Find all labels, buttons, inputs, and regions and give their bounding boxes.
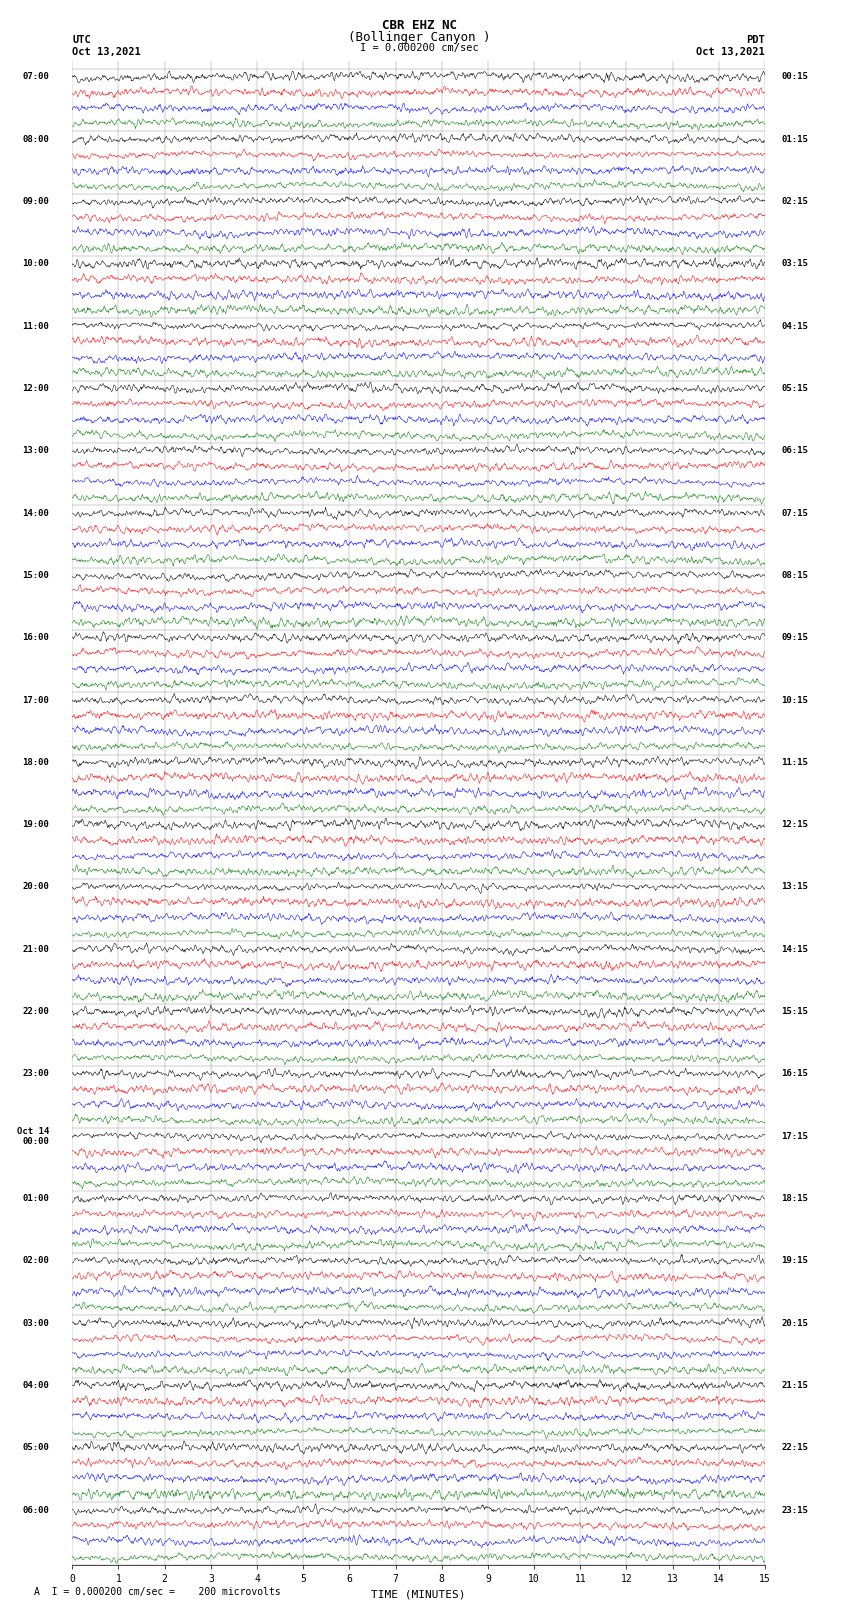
Text: 08:15: 08:15	[781, 571, 808, 581]
Text: 12:15: 12:15	[781, 819, 808, 829]
Text: 08:00: 08:00	[22, 135, 49, 144]
Text: 01:15: 01:15	[781, 135, 808, 144]
Text: 06:00: 06:00	[22, 1505, 49, 1515]
Text: 21:00: 21:00	[22, 945, 49, 953]
Text: 02:15: 02:15	[781, 197, 808, 206]
Text: (Bollinger Canyon ): (Bollinger Canyon )	[348, 31, 490, 44]
Text: 00:15: 00:15	[781, 73, 808, 81]
Text: 10:00: 10:00	[22, 260, 49, 268]
Text: 19:00: 19:00	[22, 819, 49, 829]
Text: 20:00: 20:00	[22, 882, 49, 892]
Text: 21:15: 21:15	[781, 1381, 808, 1390]
Text: 15:15: 15:15	[781, 1007, 808, 1016]
Text: A  I = 0.000200 cm/sec =    200 microvolts: A I = 0.000200 cm/sec = 200 microvolts	[34, 1587, 280, 1597]
Text: 16:00: 16:00	[22, 634, 49, 642]
Text: 07:15: 07:15	[781, 508, 808, 518]
Text: 04:15: 04:15	[781, 321, 808, 331]
Text: 22:15: 22:15	[781, 1444, 808, 1452]
Text: 04:00: 04:00	[22, 1381, 49, 1390]
Text: 11:15: 11:15	[781, 758, 808, 766]
Text: 14:00: 14:00	[22, 508, 49, 518]
Text: 12:00: 12:00	[22, 384, 49, 394]
Text: 06:15: 06:15	[781, 447, 808, 455]
Text: 23:15: 23:15	[781, 1505, 808, 1515]
Text: 14:15: 14:15	[781, 945, 808, 953]
Text: 13:00: 13:00	[22, 447, 49, 455]
Text: Oct 13,2021: Oct 13,2021	[72, 47, 141, 56]
Text: 10:15: 10:15	[781, 695, 808, 705]
Text: UTC: UTC	[72, 35, 91, 45]
Text: 19:15: 19:15	[781, 1257, 808, 1265]
Text: PDT: PDT	[746, 35, 765, 45]
Text: 15:00: 15:00	[22, 571, 49, 581]
Text: 22:00: 22:00	[22, 1007, 49, 1016]
Text: 18:00: 18:00	[22, 758, 49, 766]
Text: 20:15: 20:15	[781, 1319, 808, 1327]
Text: Oct 13,2021: Oct 13,2021	[696, 47, 765, 56]
Text: 03:15: 03:15	[781, 260, 808, 268]
Text: 05:00: 05:00	[22, 1444, 49, 1452]
Text: 13:15: 13:15	[781, 882, 808, 892]
Text: 23:00: 23:00	[22, 1069, 49, 1079]
X-axis label: TIME (MINUTES): TIME (MINUTES)	[371, 1589, 466, 1598]
Text: 03:00: 03:00	[22, 1319, 49, 1327]
Text: 18:15: 18:15	[781, 1194, 808, 1203]
Text: 11:00: 11:00	[22, 321, 49, 331]
Text: 05:15: 05:15	[781, 384, 808, 394]
Text: 02:00: 02:00	[22, 1257, 49, 1265]
Text: 09:00: 09:00	[22, 197, 49, 206]
Text: 16:15: 16:15	[781, 1069, 808, 1079]
Text: 17:15: 17:15	[781, 1132, 808, 1140]
Text: CBR EHZ NC: CBR EHZ NC	[382, 19, 456, 32]
Text: 01:00: 01:00	[22, 1194, 49, 1203]
Text: 17:00: 17:00	[22, 695, 49, 705]
Text: Oct 14
00:00: Oct 14 00:00	[17, 1126, 49, 1145]
Text: 07:00: 07:00	[22, 73, 49, 81]
Text: I = 0.000200 cm/sec: I = 0.000200 cm/sec	[360, 44, 479, 53]
Text: 09:15: 09:15	[781, 634, 808, 642]
